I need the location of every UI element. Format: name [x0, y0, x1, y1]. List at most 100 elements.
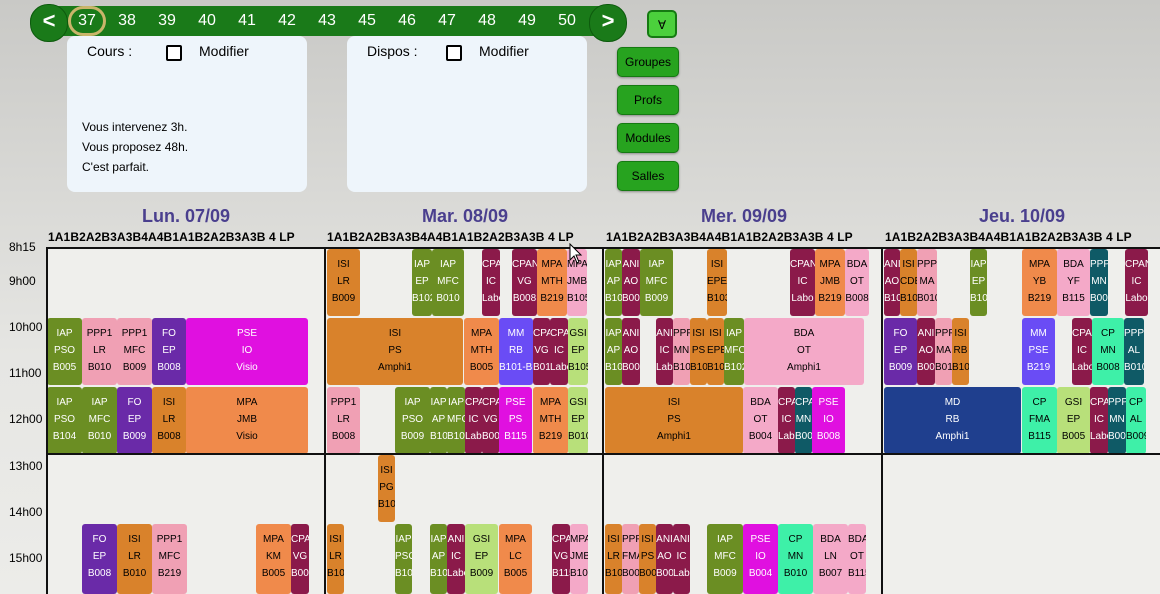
course-cell[interactable]: PPP1 LR B008 [327, 387, 360, 454]
course-cell[interactable]: GSI EP B005 [1057, 387, 1090, 454]
course-cell[interactable]: CPAN IC Labo [790, 249, 815, 316]
course-cell[interactable]: ISI EPE B103 [707, 249, 727, 316]
course-cell[interactable]: IAP PSO B005 [47, 318, 82, 385]
course-cell[interactable]: FO EP B009 [117, 387, 152, 454]
course-cell[interactable]: CP MN B010 [778, 524, 813, 594]
modules-button[interactable]: Modules [617, 123, 679, 153]
course-cell[interactable]: GSI EP B010 [568, 387, 588, 454]
course-cell[interactable]: IAP MFC B009 [707, 524, 743, 594]
rooms-button[interactable]: Salles [617, 161, 679, 191]
course-cell[interactable]: CPAN IC Labo [465, 387, 482, 454]
course-cell[interactable]: PPP3 AL B010 [1124, 318, 1144, 385]
next-week-button[interactable]: > [589, 4, 627, 42]
course-cell[interactable]: PPP1 MN B101 [673, 318, 690, 385]
course-cell[interactable]: BDA OT Amphi1 [744, 318, 864, 385]
course-cell[interactable]: PSE IO B004 [743, 524, 778, 594]
course-cell[interactable]: BDA LN B007 [813, 524, 848, 594]
week-49[interactable]: 49 [518, 12, 536, 29]
course-cell[interactable]: CPAN IC Labo [482, 249, 500, 316]
course-cell[interactable]: CP MN B008 [1092, 318, 1124, 385]
course-cell[interactable]: ANI AO B005 [622, 249, 640, 316]
course-cell[interactable]: IAP MFC B102 [447, 387, 465, 454]
course-cell[interactable]: BDA OT B115 [848, 524, 866, 594]
course-cell[interactable]: PPP1 MFC B219 [152, 524, 187, 594]
course-cell[interactable]: IAP EP B106 [970, 249, 987, 316]
course-cell[interactable]: ANI IC Labo [673, 524, 690, 594]
course-cell[interactable]: ISI PS B005 [639, 524, 656, 594]
course-cell[interactable]: MD RB Amphi1 [884, 387, 1021, 454]
week-43[interactable]: 43 [318, 12, 336, 29]
week-40[interactable]: 40 [198, 12, 216, 29]
dispos-modify-checkbox[interactable] [446, 45, 462, 61]
course-cell[interactable]: FO EP B009 [884, 318, 917, 385]
week-50[interactable]: 50 [558, 12, 576, 29]
course-cell[interactable]: ANI AO B005 [622, 318, 640, 385]
course-cell[interactable]: BDA OT B004 [743, 387, 778, 454]
course-cell[interactable]: ISI LR B106 [327, 524, 344, 594]
course-cell[interactable]: IAP MFC B010 [82, 387, 117, 454]
course-cell[interactable]: CPAN VG B115 [552, 524, 570, 594]
week-46[interactable]: 46 [398, 12, 416, 29]
profs-button[interactable]: Profs [617, 85, 679, 115]
course-cell[interactable]: ISI PS B102 [690, 318, 707, 385]
course-cell[interactable]: PSE PS B115 [499, 387, 532, 454]
course-cell[interactable]: CPAN VG B005 [482, 387, 499, 454]
week-45[interactable]: 45 [358, 12, 376, 29]
course-cell[interactable]: PSE IO Visio [186, 318, 308, 385]
course-cell[interactable]: GSI EP B009 [465, 524, 498, 594]
course-cell[interactable]: IAP MFC B009 [640, 249, 673, 316]
course-cell[interactable]: ANI IC Labo [656, 318, 673, 385]
course-cell[interactable]: CPAN IC Labo [1072, 318, 1092, 385]
course-cell[interactable]: CPAN IC Labo [1090, 387, 1108, 454]
course-cell[interactable]: MPA LC B005 [499, 524, 532, 594]
course-cell[interactable]: ISI PG B101 [378, 455, 395, 522]
course-cell[interactable]: PPP3 MN B008 [1108, 387, 1126, 454]
course-cell[interactable]: IAP MFC B010 [432, 249, 464, 316]
course-cell[interactable]: ISI LR B106 [605, 524, 622, 594]
course-cell[interactable]: MM PSE B219 [1022, 318, 1055, 385]
course-cell[interactable]: CPAN MN B008 [795, 387, 812, 454]
course-cell[interactable]: IAP AP B101 [430, 387, 447, 454]
course-cell[interactable]: PPP3 MN B008 [1090, 249, 1108, 316]
course-cell[interactable]: MPA MTH B005 [464, 318, 499, 385]
course-cell[interactable]: FO EP B008 [82, 524, 117, 594]
course-cell[interactable]: ISI PS Amphi1 [327, 318, 463, 385]
course-cell[interactable]: ISI EPE B103 [707, 318, 724, 385]
week-42[interactable]: 42 [278, 12, 296, 29]
course-cell[interactable]: MPA YB B219 [1022, 249, 1057, 316]
course-cell[interactable]: PPP1 MA B010 [917, 249, 937, 316]
course-cell[interactable]: CPAN VG B010 [533, 318, 550, 385]
course-cell[interactable]: IAP MFC B102 [724, 318, 744, 385]
course-cell[interactable]: MPA JMB Visio [186, 387, 308, 454]
course-cell[interactable]: MM RB B101-B102 [499, 318, 533, 385]
course-cell[interactable]: ISI CDE B101 [900, 249, 917, 316]
week-38[interactable]: 38 [118, 12, 136, 29]
course-cell[interactable]: ISI LR B008 [152, 387, 186, 454]
cours-modify-checkbox[interactable] [166, 45, 182, 61]
course-cell[interactable]: CPAN IC Labo [550, 318, 568, 385]
course-cell[interactable]: ISI LR B009 [327, 249, 360, 316]
course-cell[interactable]: IAP PSO B103 [395, 524, 412, 594]
week-39[interactable]: 39 [158, 12, 176, 29]
course-cell[interactable]: IAP AP B108 [605, 249, 622, 316]
course-cell[interactable]: ISI PS Amphi1 [605, 387, 743, 454]
course-cell[interactable]: IAP PSO B009 [395, 387, 430, 454]
week-48[interactable]: 48 [478, 12, 496, 29]
course-cell[interactable]: PPP1 FMA B008 [622, 524, 639, 594]
course-cell[interactable]: PPP1 MA B011 [935, 318, 952, 385]
course-cell[interactable]: CPAN IC Labo [778, 387, 795, 454]
course-cell[interactable]: IAP AP B101 [430, 524, 447, 594]
prev-week-button[interactable]: < [30, 4, 68, 42]
week-37[interactable]: 37 [78, 12, 96, 29]
course-cell[interactable]: CPAN VG B009 [291, 524, 309, 594]
course-cell[interactable]: MPA JMB B105 [570, 524, 588, 594]
course-cell[interactable]: BDA YF B115 [1057, 249, 1090, 316]
week-41[interactable]: 41 [238, 12, 256, 29]
groups-button[interactable]: Groupes [617, 47, 679, 77]
course-cell[interactable]: CPAN VG B008 [512, 249, 537, 316]
course-cell[interactable]: CPAN IC Labo [1125, 249, 1148, 316]
course-cell[interactable]: ANI AO B005 [656, 524, 673, 594]
course-cell[interactable]: MPA MTH B219 [533, 387, 568, 454]
course-cell[interactable]: IAP PSO B104 [47, 387, 82, 454]
course-cell[interactable]: ANI IC Labo [447, 524, 465, 594]
